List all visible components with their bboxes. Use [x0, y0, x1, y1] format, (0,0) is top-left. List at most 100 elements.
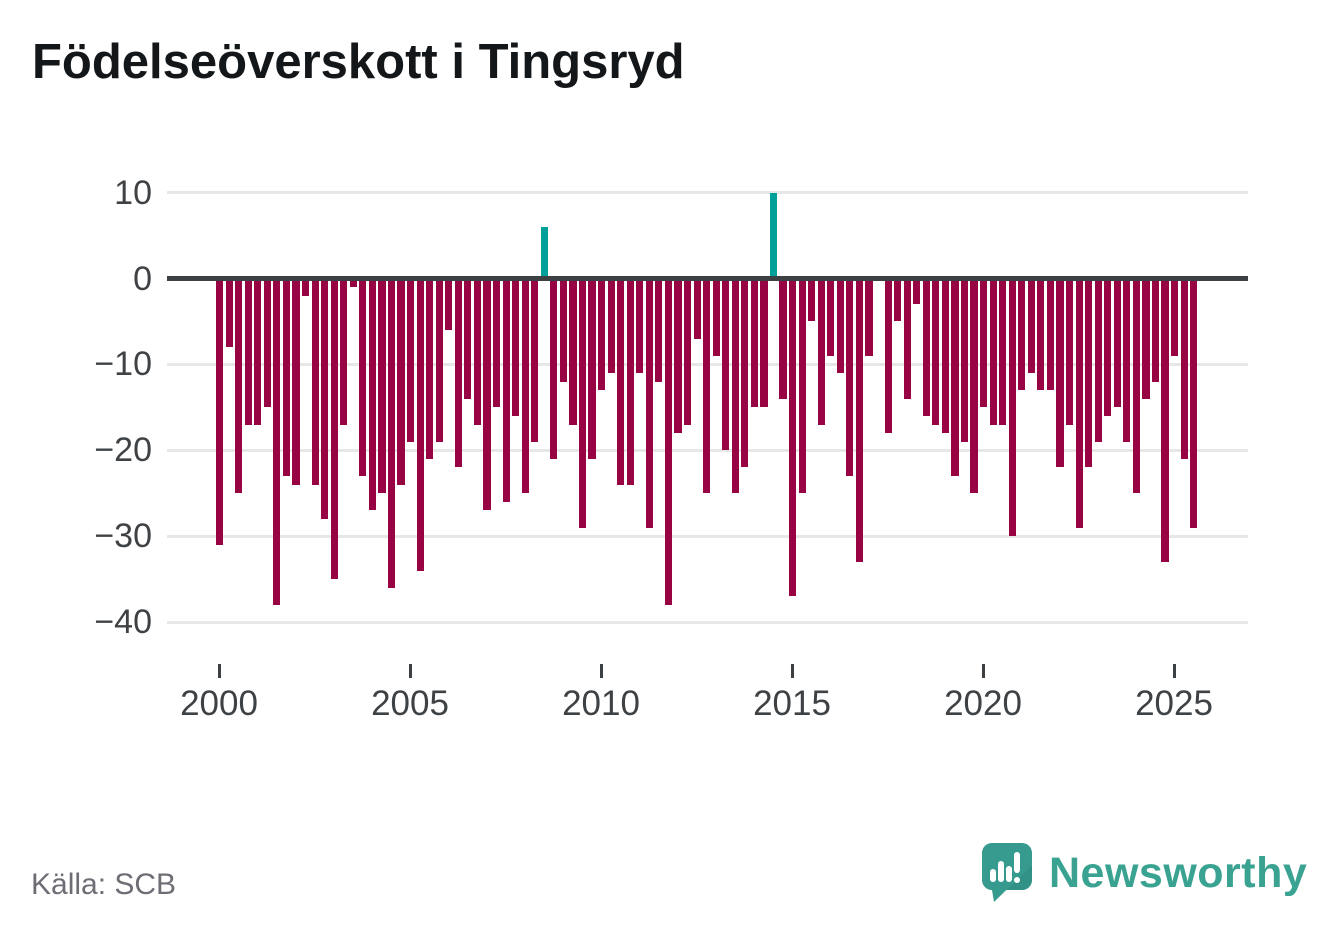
bar-2012q4 [703, 278, 711, 494]
bar-2012q2 [683, 278, 692, 425]
bar-2006q1 [445, 278, 453, 331]
source-note: Källa: SCB [31, 868, 177, 901]
bar-2022q2 [1065, 278, 1074, 425]
bar-2011q4 [664, 278, 673, 605]
bar-2019q3 [960, 278, 969, 442]
bar-2003q3 [349, 278, 357, 288]
bar-2006q2 [454, 278, 462, 468]
bar-2015q1 [789, 278, 797, 597]
bar-2017q1 [865, 278, 873, 356]
bar-2017q3 [884, 278, 892, 434]
bar-2001q4 [282, 278, 291, 477]
bar-2018q1 [903, 278, 911, 399]
gridline-−30 [167, 534, 1248, 538]
bar-2008q2 [531, 278, 539, 442]
x-tick-2000 [217, 664, 221, 678]
bar-2004q1 [368, 278, 376, 511]
bar-2018q2 [913, 278, 921, 305]
bar-2004q2 [378, 278, 386, 494]
bar-2010q2 [607, 278, 615, 373]
bar-2024q3 [1151, 278, 1160, 382]
bar-2024q1 [1132, 278, 1140, 494]
bar-2015q4 [817, 278, 825, 425]
bar-2016q2 [836, 278, 844, 373]
bar-2010q1 [598, 278, 606, 391]
bar-2005q1 [407, 278, 415, 442]
bar-2001q3 [273, 278, 281, 605]
bar-2002q2 [301, 278, 310, 296]
bar-2005q3 [426, 278, 434, 459]
bar-2000q1 [216, 278, 224, 545]
bar-2014q4 [779, 278, 787, 399]
chart-title: Födelseöverskott i Tingsryd [32, 35, 685, 89]
x-tick-label-2025: 2025 [1135, 684, 1213, 723]
bar-2009q2 [569, 278, 577, 425]
bar-2021q1 [1018, 278, 1026, 391]
bar-2007q4 [512, 278, 520, 416]
bar-2003q1 [330, 278, 338, 580]
x-tick-2010 [599, 664, 603, 678]
bar-2025q2 [1180, 278, 1188, 459]
bar-2019q4 [970, 278, 978, 494]
bar-2015q2 [798, 278, 806, 494]
x-tick-label-2020: 2020 [944, 684, 1022, 723]
brand-footer: Newsworthy [981, 842, 1307, 904]
bar-2007q2 [492, 278, 501, 408]
bar-2015q3 [808, 278, 816, 322]
gridline-10 [167, 191, 1248, 195]
bar-2002q3 [311, 278, 319, 485]
bar-2001q1 [254, 278, 262, 425]
brand-name: Newsworthy [1049, 848, 1308, 897]
bar-2003q2 [340, 278, 348, 425]
y-tick-label--40: −40 [94, 603, 152, 642]
bar-2000q2 [225, 278, 233, 348]
bar-2000q4 [244, 278, 252, 425]
bar-2007q3 [502, 278, 510, 502]
x-tick-2020 [981, 664, 985, 678]
x-tick-label-2000: 2000 [180, 684, 258, 723]
x-tick-label-2005: 2005 [371, 684, 449, 723]
y-tick-label--10: −10 [94, 345, 152, 384]
bar-2008q4 [550, 278, 558, 459]
bar-2019q1 [941, 278, 949, 434]
bar-2013q4 [741, 278, 749, 468]
bar-2009q1 [559, 278, 567, 382]
y-tick-label-10: 10 [114, 173, 152, 212]
bar-2006q4 [473, 278, 482, 425]
bar-2020q3 [999, 278, 1007, 425]
bar-2022q1 [1056, 278, 1064, 468]
zero-axis-line [167, 276, 1248, 281]
y-tick-label-0: 0 [133, 259, 152, 298]
bar-2023q3 [1113, 278, 1121, 408]
bar-2008q1 [521, 278, 529, 494]
bar-2023q4 [1123, 278, 1131, 442]
bar-2017q4 [894, 278, 902, 322]
bar-2004q3 [387, 278, 396, 588]
bar-2022q4 [1085, 278, 1093, 468]
bar-2016q1 [827, 278, 835, 356]
bar-2010q3 [617, 278, 625, 485]
x-tick-2005 [408, 664, 412, 678]
bar-2001q2 [263, 278, 271, 408]
bar-2024q2 [1142, 278, 1150, 399]
bar-2024q4 [1161, 278, 1169, 562]
bar-2013q1 [712, 278, 720, 356]
bar-2021q3 [1037, 278, 1045, 391]
bar-2010q4 [626, 278, 634, 485]
y-tick-label--30: −30 [94, 517, 152, 556]
bar-2025q3 [1190, 278, 1198, 528]
bar-2003q4 [359, 278, 367, 477]
bar-2012q3 [693, 278, 701, 339]
newsworthy-logo-icon [982, 843, 1032, 902]
bar-2022q3 [1075, 278, 1083, 528]
x-tick-2025 [1172, 664, 1176, 678]
bar-2019q2 [951, 278, 959, 477]
bar-2013q3 [731, 278, 739, 494]
bar-2025q1 [1171, 278, 1179, 356]
bar-2021q4 [1046, 278, 1055, 391]
x-tick-label-2015: 2015 [753, 684, 831, 723]
bar-2009q3 [578, 278, 587, 528]
bar-2014q1 [750, 278, 758, 408]
